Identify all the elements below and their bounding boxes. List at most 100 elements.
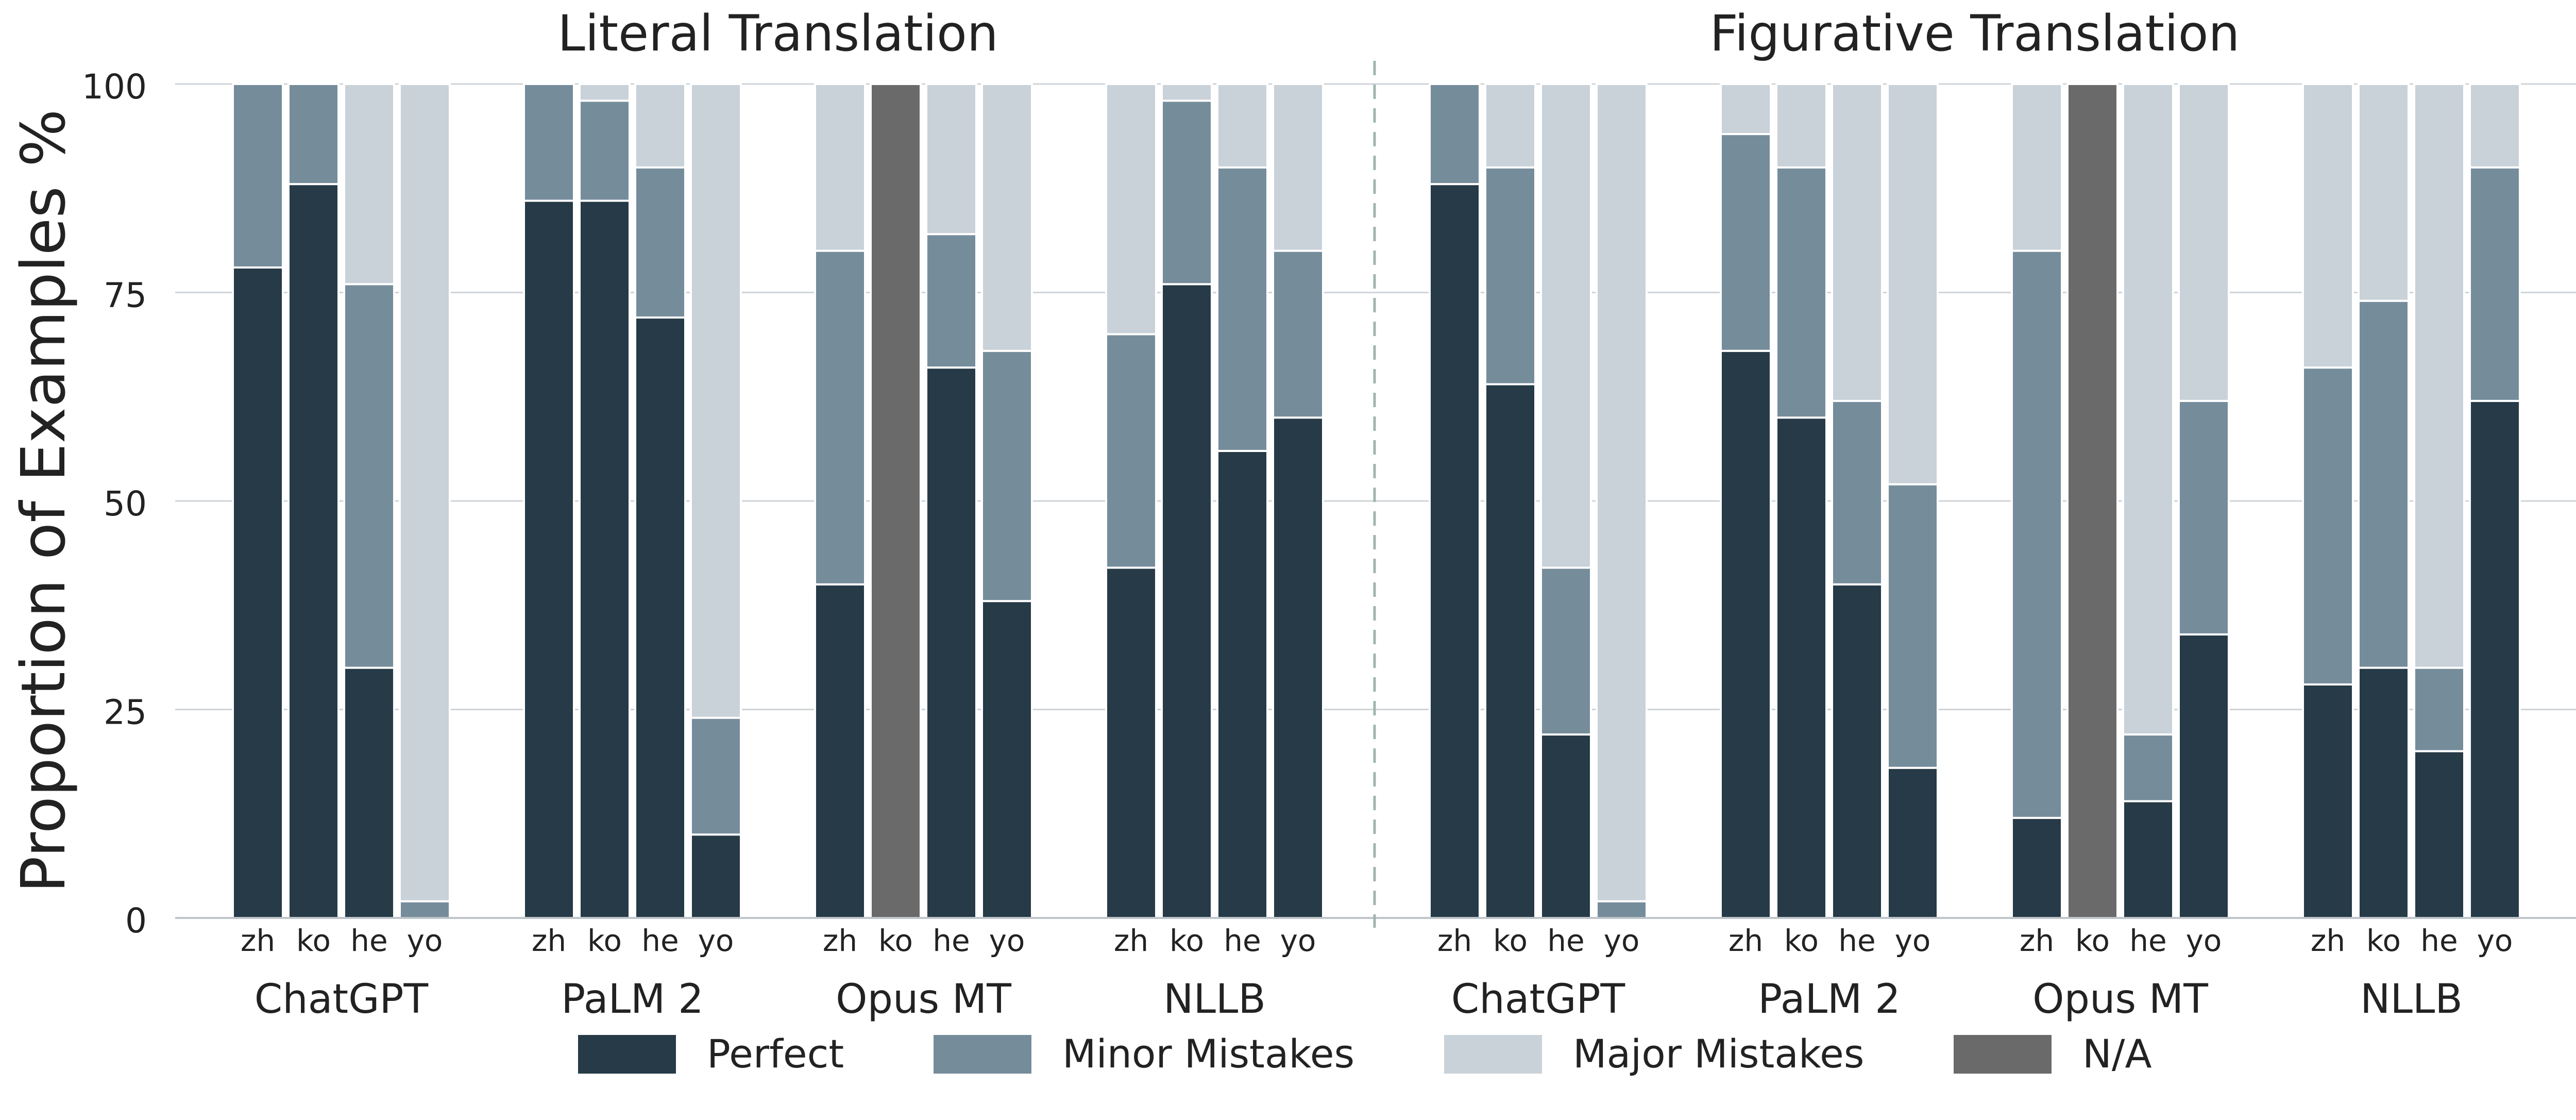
bar-segment-major [1272,83,1324,252]
bar-segment-minor [343,283,395,669]
bar-segment-major [1216,83,1268,169]
x-tick-label: he [2420,923,2458,958]
x-tick-label: ko [587,923,622,958]
bar-segment-na [870,83,922,919]
bar-segment-major [814,83,866,252]
bar-segment-minor [1161,99,1213,286]
bar-segment-minor [2469,166,2521,402]
x-tick-label: yo [989,923,1025,958]
model-label: NLLB [2360,976,2463,1023]
bar-segment-major [1161,83,1213,102]
bar-segment-minor [287,83,340,186]
bar-segment-minor [925,233,977,369]
bars [232,83,2521,920]
bar-segment-major [2122,83,2174,736]
bar-segment-major [2413,83,2465,669]
bar-segment-minor [2358,299,2410,669]
bar-segment-minor [523,83,575,202]
x-tick-label: yo [2477,923,2513,958]
bar-segment-major [1596,83,1648,902]
bar-segment-minor [1540,566,1592,736]
x-tick-label: yo [2186,923,2222,958]
x-tick-label: yo [698,923,734,958]
bar-segment-major [1720,83,1772,136]
bar-segment-minor [1720,133,1772,352]
model-label: PaLM 2 [1758,976,1901,1023]
bar-segment-major [399,83,451,902]
y-tick-label: 25 [104,693,147,732]
bar-segment-major [2469,83,2521,169]
x-tick-label: zh [2020,923,2054,958]
model-label: NLLB [1163,976,1266,1023]
x-tick-label: he [1838,923,1875,958]
bar-segment-minor [634,166,686,319]
bar-segment-major [634,83,686,169]
bar-segment-perfect [2122,800,2174,919]
legend-swatch [1954,1035,2052,1074]
bar-segment-major [2011,83,2063,252]
bar-segment-perfect [925,366,977,919]
legend-swatch [934,1035,1031,1074]
legend-label: Major Mistakes [1573,1031,1864,1077]
bar-segment-perfect [981,600,1033,920]
bar-segment-minor [981,349,1033,603]
x-tick-label: zh [241,923,275,958]
x-tick-label: yo [1604,923,1640,958]
y-tick-label: 50 [104,484,147,524]
bar-segment-minor [814,249,866,586]
bar-segment-major [690,83,742,719]
bar-segment-major [925,83,977,236]
x-tick-label: yo [407,923,443,958]
bar-segment-perfect [1429,183,1481,919]
x-tick-label: ko [2075,923,2110,958]
x-tick-label: yo [1280,923,1316,958]
bar-segment-minor [2413,666,2465,753]
bar-segment-minor [2122,733,2174,803]
bar-segment-minor [2302,366,2354,686]
bar-segment-major [1540,83,1592,569]
panel-title: Figurative Translation [1710,5,2240,62]
bar-segment-perfect [1484,383,1536,919]
x-tick-label: he [1547,923,1584,958]
bar-segment-perfect [343,666,395,919]
x-tick-label: yo [1895,923,1931,958]
bar-segment-perfect [1272,416,1324,919]
x-tick-label: he [641,923,679,958]
bar-segment-major [1775,83,1827,169]
legend-swatch [1444,1035,1542,1074]
legend-label: Perfect [707,1031,844,1077]
bar-segment-perfect [2469,399,2521,919]
y-axis-label: Proportion of Examples % [8,109,79,893]
bar-segment-minor [1272,249,1324,419]
bar-segment-perfect [2302,683,2354,919]
bar-segment-perfect [1887,766,1939,919]
bar-segment-perfect [1720,349,1772,919]
model-label: ChatGPT [255,976,429,1023]
bar-segment-major [2358,83,2410,302]
bar-segment-major [1105,83,1157,336]
bar-segment-perfect [2011,816,2063,919]
bar-segment-major [1887,83,1939,486]
bar-segment-perfect [523,199,575,919]
bar-segment-minor [399,900,451,920]
legend-label: Minor Mistakes [1062,1031,1354,1077]
x-tick-label: ko [296,923,331,958]
x-tick-label: zh [823,923,857,958]
bar-segment-na [2066,83,2119,919]
x-tick-label: zh [2311,923,2345,958]
bar-segment-minor [232,83,284,269]
bar-segment-major [343,83,395,286]
bar-segment-minor [579,99,631,202]
bar-segment-perfect [287,183,340,919]
bar-segment-minor [1484,166,1536,386]
bar-segment-minor [1887,483,1939,769]
bar-segment-major [1484,83,1536,169]
bar-segment-perfect [1216,449,1268,919]
bar-segment-major [1831,83,1883,402]
x-tick-label: he [1224,923,1261,958]
bar-segment-perfect [2413,750,2465,920]
bar-segment-minor [2011,249,2063,819]
x-tick-label: he [350,923,387,958]
